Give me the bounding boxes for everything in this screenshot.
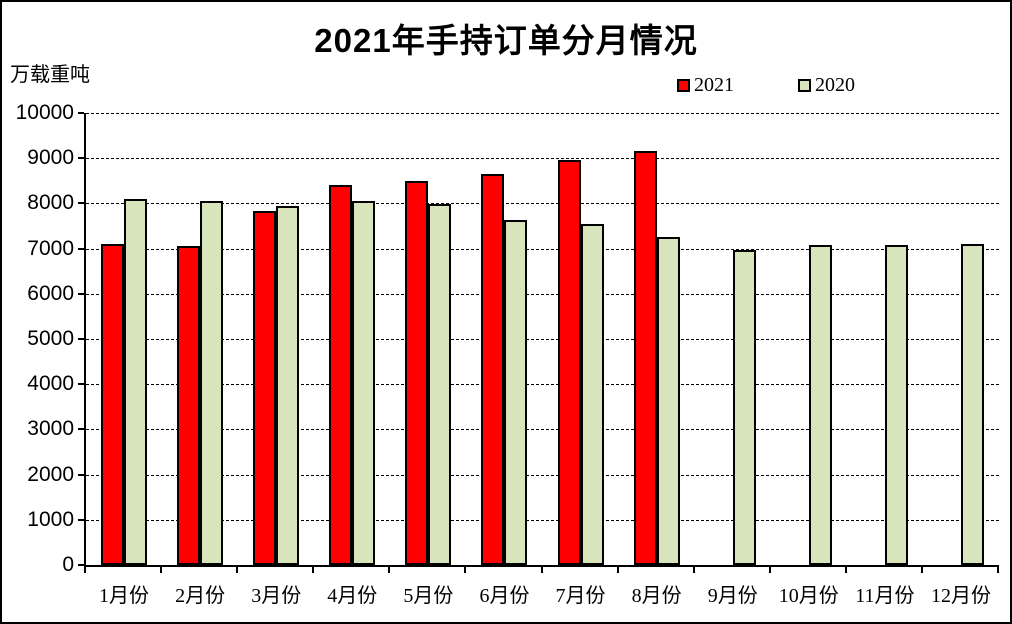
legend-item-2021: 2021 xyxy=(677,74,734,97)
legend-swatch-2021 xyxy=(677,79,690,92)
y-tick-mark xyxy=(78,157,84,160)
y-tick-label-6000: 6000 xyxy=(27,281,74,305)
x-tick-mark xyxy=(768,567,771,573)
bar-2020-7月份 xyxy=(580,224,604,565)
bar-2021-2月份 xyxy=(177,246,201,565)
x-tick-mark xyxy=(844,567,847,573)
x-tick-label-11月份: 11月份 xyxy=(855,585,915,607)
x-tick-label-8月份: 8月份 xyxy=(631,585,682,607)
x-tick-mark xyxy=(312,567,315,573)
y-tick-mark xyxy=(78,338,84,340)
y-tick-label-3000: 3000 xyxy=(27,417,74,441)
y-tick-mark xyxy=(78,383,84,386)
x-tick-label-4月份: 4月份 xyxy=(327,585,378,607)
x-tick-label-3月份: 3月份 xyxy=(251,585,302,607)
bar-2020-10月份 xyxy=(808,244,832,565)
y-axis-unit-label: 万载重吨 xyxy=(10,64,90,86)
gridline-7000 xyxy=(86,248,999,250)
y-tick-label-7000: 7000 xyxy=(27,236,74,260)
y-tick-mark xyxy=(78,112,84,114)
x-tick-mark xyxy=(616,567,619,573)
y-tick-label-10000: 10000 xyxy=(15,101,74,124)
gridline-10000 xyxy=(86,113,999,114)
legend-label-2020: 2020 xyxy=(815,74,855,96)
x-tick-mark xyxy=(920,567,923,573)
x-tick-label-7月份: 7月份 xyxy=(555,585,606,607)
x-tick-label-10月份: 10月份 xyxy=(778,585,839,607)
plot-area xyxy=(84,113,999,567)
legend: 2021 2020 xyxy=(677,74,855,97)
bar-2020-3月份 xyxy=(276,205,300,565)
gridline-9000 xyxy=(86,158,999,160)
y-tick-mark xyxy=(78,564,84,566)
y-tick-mark xyxy=(78,292,84,295)
gridline-5000 xyxy=(86,339,999,340)
bar-2021-1月份 xyxy=(101,244,125,565)
x-tick-mark xyxy=(236,567,239,573)
bar-2021-6月份 xyxy=(481,174,505,565)
x-tick-mark xyxy=(84,567,86,573)
y-tick-label-0: 0 xyxy=(62,553,74,576)
x-tick-label-9月份: 9月份 xyxy=(707,585,758,607)
x-tick-mark xyxy=(692,567,695,573)
gridline-3000 xyxy=(86,429,999,431)
legend-swatch-2020 xyxy=(798,79,811,92)
y-tick-label-9000: 9000 xyxy=(27,146,74,170)
x-tick-mark xyxy=(997,567,999,573)
legend-label-2021: 2021 xyxy=(694,74,734,96)
bar-2020-5月份 xyxy=(428,204,452,565)
gridline-8000 xyxy=(86,203,999,205)
chart-title: 2021年手持订单分月情况 xyxy=(314,22,698,59)
bar-2021-8月份 xyxy=(633,151,657,565)
y-tick-label-2000: 2000 xyxy=(27,462,74,486)
x-tick-mark xyxy=(388,567,391,573)
gridline-6000 xyxy=(86,293,999,295)
gridline-1000 xyxy=(86,519,999,521)
y-tick-label-8000: 8000 xyxy=(27,191,74,215)
x-tick-label-2月份: 2月份 xyxy=(175,585,226,607)
x-tick-mark xyxy=(540,567,543,573)
y-tick-mark xyxy=(78,202,84,205)
x-tick-label-6月份: 6月份 xyxy=(479,585,530,607)
bar-2021-7月份 xyxy=(557,160,581,565)
y-tick-mark xyxy=(78,518,84,521)
bar-2020-2月份 xyxy=(200,201,224,565)
y-tick-mark xyxy=(78,428,84,431)
bar-2020-8月份 xyxy=(656,237,680,565)
bar-2020-4月份 xyxy=(352,201,376,565)
y-tick-label-5000: 5000 xyxy=(27,327,74,350)
bar-2021-5月份 xyxy=(405,180,429,565)
y-tick-label-4000: 4000 xyxy=(27,372,74,396)
x-tick-label-1月份: 1月份 xyxy=(99,585,150,607)
y-tick-label-1000: 1000 xyxy=(27,507,74,531)
bar-2021-3月份 xyxy=(253,210,277,565)
x-tick-mark xyxy=(464,567,467,573)
bar-2020-9月份 xyxy=(732,249,756,565)
gridline-4000 xyxy=(86,384,999,386)
bar-2021-4月份 xyxy=(329,185,353,565)
gridline-2000 xyxy=(86,474,999,476)
bar-2020-1月份 xyxy=(124,198,148,565)
x-tick-label-5月份: 5月份 xyxy=(403,585,454,607)
y-tick-mark xyxy=(78,247,84,250)
bar-2020-11月份 xyxy=(884,244,908,565)
x-tick-mark xyxy=(160,567,163,573)
x-tick-label-12月份: 12月份 xyxy=(930,585,991,607)
bar-2020-6月份 xyxy=(504,220,528,565)
y-tick-mark xyxy=(78,473,84,476)
bar-2020-12月份 xyxy=(960,243,984,565)
legend-item-2020: 2020 xyxy=(798,74,855,97)
